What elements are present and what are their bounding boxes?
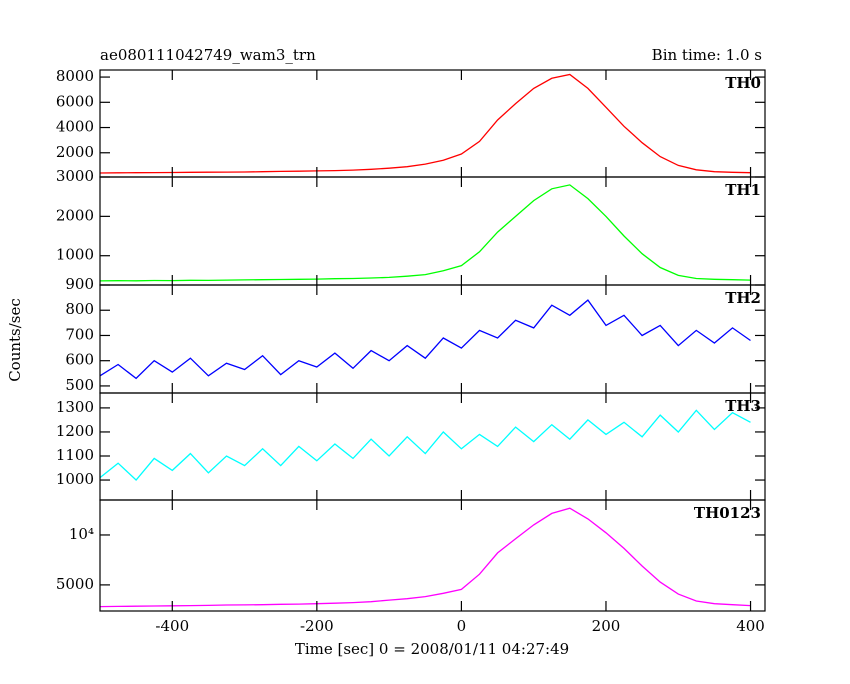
- y-tick-label: 1300: [56, 398, 94, 416]
- y-tick-label: 4000: [56, 118, 94, 136]
- data-line: [99, 184, 751, 282]
- panel-frame: [99, 499, 766, 612]
- chart-title: ae080111042749_wam3_trn: [100, 46, 316, 64]
- x-tick-label: 400: [736, 617, 765, 635]
- y-tick-label: 2000: [56, 206, 94, 224]
- y-tick-label: 1000: [56, 470, 94, 488]
- data-line: [99, 409, 751, 481]
- y-tick-label: 1000: [56, 246, 94, 264]
- y-axis-label: Counts/sec: [6, 298, 24, 382]
- y-tick-label: 3000: [56, 167, 94, 185]
- y-tick-label: 5000: [56, 575, 94, 593]
- y-tick-label: 1200: [56, 422, 94, 440]
- x-tick-label: 200: [592, 617, 621, 635]
- x-tick-label: -200: [300, 617, 334, 635]
- data-line: [99, 73, 751, 174]
- data-line: [99, 299, 751, 380]
- y-tick-label: 1100: [56, 446, 94, 464]
- y-tick-label: 2000: [56, 143, 94, 161]
- panel-label: TH2: [725, 289, 761, 307]
- panel-label: TH1: [725, 181, 761, 199]
- chart-subtitle: Bin time: 1.0 s: [652, 46, 762, 64]
- x-tick-label: -400: [155, 617, 189, 635]
- y-tick-label: 500: [65, 376, 94, 394]
- y-tick-label: 700: [65, 325, 94, 343]
- data-line: [99, 507, 751, 608]
- panel-label: TH0123: [694, 504, 761, 522]
- panel-label: TH3: [725, 397, 761, 415]
- y-tick-label: 8000: [56, 67, 94, 85]
- y-tick-label: 600: [65, 351, 94, 369]
- y-tick-label: 10⁴: [69, 525, 94, 543]
- y-tick-label: 6000: [56, 92, 94, 110]
- y-tick-label: 800: [65, 300, 94, 318]
- x-axis-label: Time [sec] 0 = 2008/01/11 04:27:49: [295, 640, 569, 658]
- panel-label: TH0: [725, 74, 761, 92]
- y-tick-label: 900: [65, 275, 94, 293]
- x-tick-label: 0: [457, 617, 467, 635]
